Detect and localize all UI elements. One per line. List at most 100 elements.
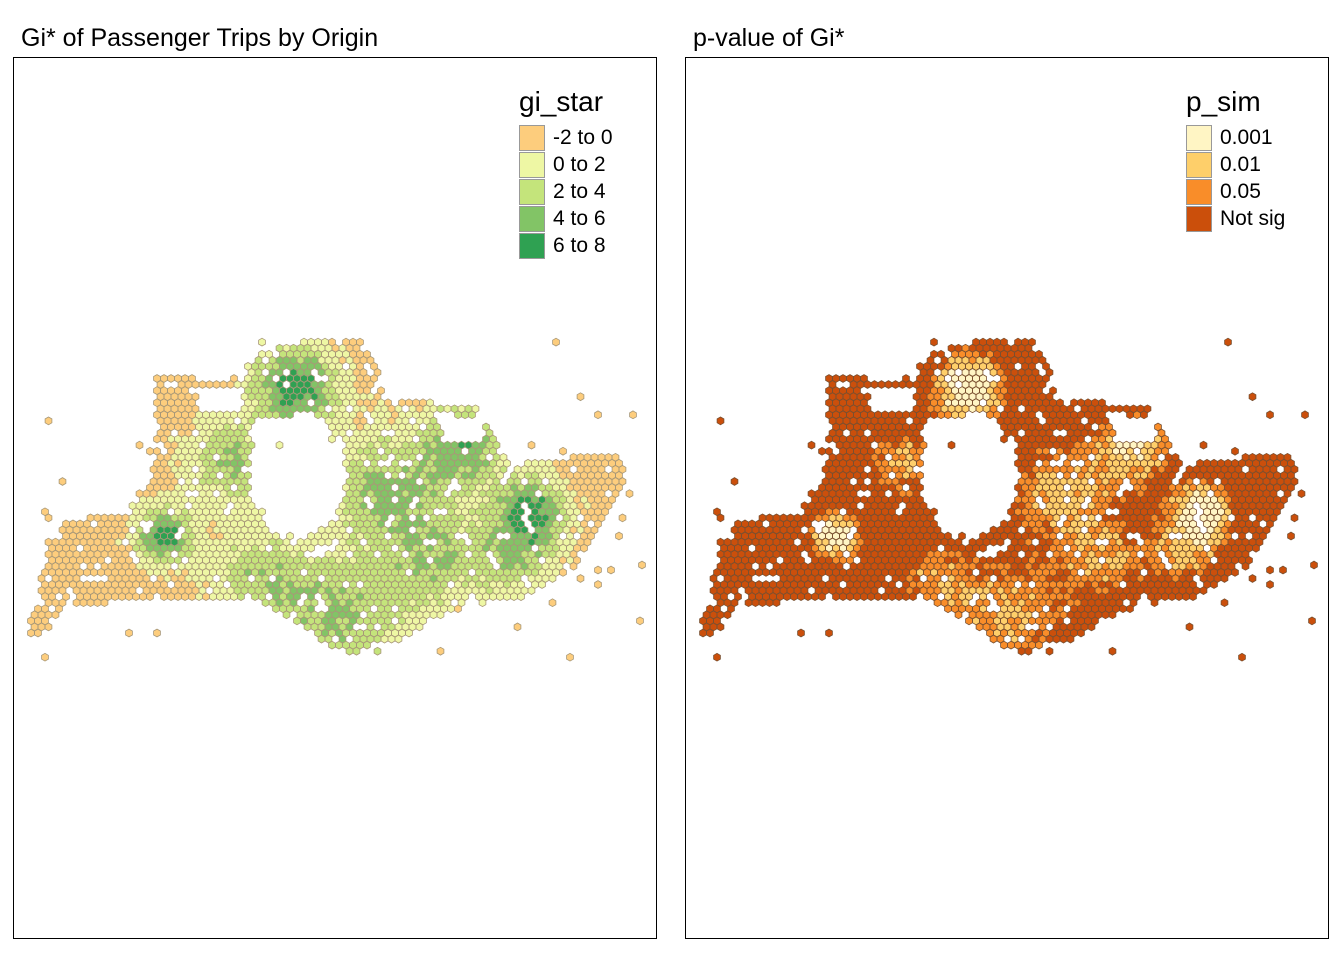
hexagon-cell (429, 610, 438, 620)
hexagon-cell (1231, 446, 1239, 456)
hexagon-cell (937, 410, 945, 420)
hexagon-cell (1066, 634, 1075, 644)
hexagon-cell (860, 483, 868, 492)
hexagon-cell (282, 610, 291, 620)
hexagon-cell (303, 404, 312, 414)
hexagon-cell (328, 640, 336, 650)
hexagon-cell (762, 568, 770, 577)
legend-swatch (519, 205, 545, 232)
legend-item: 6 to 8 (519, 232, 613, 259)
hexagon-cell (755, 568, 763, 577)
hexagon-cell (139, 592, 147, 601)
hexagon-cell (125, 628, 133, 638)
hexagon-cell (638, 560, 646, 570)
hexagon-cell (513, 622, 522, 632)
hexagon-cell (279, 410, 287, 420)
hexagon-cell (860, 592, 868, 601)
hexagon-cell (975, 404, 984, 414)
hexagon-cell (1171, 525, 1180, 535)
hexagon-cell (951, 410, 959, 420)
hexagon-cell (244, 458, 252, 468)
hexagon-cell (909, 592, 917, 601)
hexagon-cell (758, 598, 767, 608)
legend-item: 2 to 4 (519, 178, 613, 205)
hexagon-cell (863, 380, 872, 389)
hexagon-cell (1241, 561, 1250, 571)
legend-label: 0.01 (1220, 152, 1261, 176)
hexagon-cell (478, 598, 487, 608)
hexagon-cell (944, 604, 952, 614)
legend-item: Not sig (1186, 205, 1285, 232)
hexagon-cell (772, 598, 781, 608)
p-value-map-panel: p_sim 0.001 0.01 0.05 Not sig (685, 57, 1329, 939)
legend-label: 6 to 8 (553, 233, 606, 257)
hexagon-cell (979, 543, 987, 553)
hexagon-cell (1310, 560, 1318, 570)
hexagon-cell (1077, 628, 1085, 638)
hexagon-cell (454, 604, 462, 614)
hexagon-cell (968, 404, 977, 414)
hexagon-cell (373, 634, 382, 644)
legend-swatch (1186, 124, 1212, 151)
hexagon-cell (226, 380, 235, 389)
hexagon-cell (706, 628, 714, 638)
hexagon-cell (1238, 652, 1246, 662)
hexagon-cell (1035, 640, 1043, 650)
hexagon-cell (118, 592, 126, 601)
hexagon-cell (317, 537, 326, 547)
hexagon-cell (884, 380, 893, 389)
hexagon-cell (384, 422, 392, 432)
hexagon-cell (846, 592, 854, 601)
hexagon-cell (870, 380, 879, 389)
hexagon-cell (296, 404, 305, 414)
hexagon-cell (97, 568, 105, 577)
p-sim-legend: p_sim 0.001 0.01 0.05 Not sig (1186, 86, 1285, 232)
hexagon-cell (188, 592, 196, 601)
hexagon-cell (566, 652, 574, 662)
hexagon-cell (559, 446, 567, 456)
hexagon-cell (93, 598, 102, 608)
hexagon-cell (510, 592, 518, 601)
hexagon-cell (142, 513, 151, 523)
hexagon-cell (181, 592, 189, 601)
hexagon-cell (489, 592, 497, 601)
hexagon-cell (44, 622, 53, 632)
hexagon-cell (496, 592, 504, 601)
hexagon-cell (839, 374, 847, 383)
legend-item: 0 to 2 (519, 151, 613, 178)
hexagon-cell (916, 458, 924, 468)
hexagon-cell (1308, 616, 1316, 626)
hexagon-cell (1150, 598, 1159, 608)
right-map-title: p-value of Gi* (693, 24, 845, 52)
hexagon-cell (1287, 531, 1295, 541)
hexagon-cell (363, 640, 371, 650)
hexagon-cell (202, 592, 210, 601)
hexagon-cell (580, 543, 588, 553)
hexagon-cell (317, 634, 326, 644)
hexagon-cell (1248, 392, 1257, 402)
hexagon-cell (100, 598, 109, 608)
hexagon-cell (1045, 646, 1054, 656)
hexagon-cell (132, 592, 140, 601)
legend-swatch (1186, 205, 1212, 232)
hexagon-cell (527, 440, 536, 450)
legend-swatch (1186, 151, 1212, 178)
hexagon-cell (1073, 452, 1082, 462)
hexagon-cell (629, 410, 637, 420)
hexagon-cell (160, 592, 168, 601)
legend-swatch (519, 124, 545, 151)
hexagon-cell (153, 628, 161, 638)
hexagon-cell (930, 410, 938, 420)
hexagon-cell (989, 368, 998, 377)
hexagon-cell (394, 634, 403, 644)
hexagon-cell (503, 592, 511, 601)
hexagon-cell (307, 543, 315, 553)
hexagon-cell (1175, 592, 1183, 601)
hexagon-cell (317, 368, 326, 377)
hexagon-cell (1140, 410, 1148, 420)
hexagon-cell (891, 380, 900, 389)
legend-swatch (519, 151, 545, 178)
hexagon-cell (594, 580, 602, 589)
hexagon-cell (41, 652, 49, 662)
hexagon-cell (898, 380, 907, 389)
